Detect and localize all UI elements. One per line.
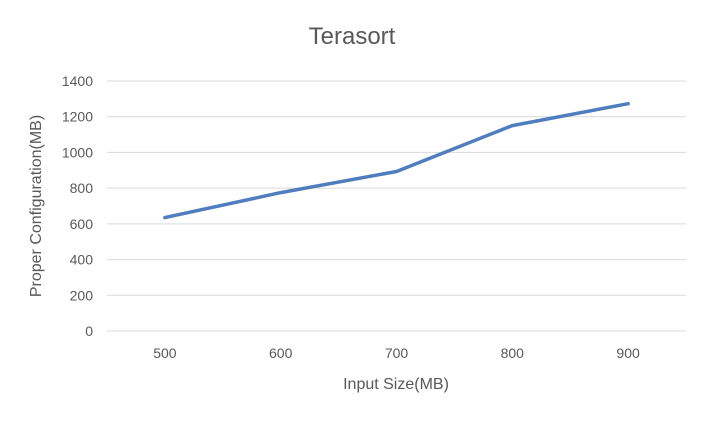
x-tick-label: 900 xyxy=(616,345,640,361)
x-tick-label: 600 xyxy=(269,345,293,361)
y-tick-label: 0 xyxy=(85,323,93,339)
x-axis-label: Input Size(MB) xyxy=(343,376,449,393)
y-tick-label: 800 xyxy=(70,180,94,196)
chart-title: Terasort xyxy=(309,23,396,50)
y-tick-label: 200 xyxy=(70,287,94,303)
data-point xyxy=(279,191,283,195)
y-tick-label: 1000 xyxy=(62,144,93,160)
y-axis-label: Proper Configuration(MB) xyxy=(28,115,45,297)
y-tick-label: 1400 xyxy=(62,73,93,89)
data-point xyxy=(163,216,167,220)
x-axis-ticks: 500 600 700 800 900 xyxy=(153,345,640,361)
series-line xyxy=(163,101,630,220)
y-axis-ticks: 0 200 400 600 800 1000 1200 1400 xyxy=(62,73,93,339)
x-tick-label: 700 xyxy=(385,345,409,361)
y-tick-label: 1200 xyxy=(62,109,93,125)
data-point xyxy=(510,124,514,128)
y-tick-label: 600 xyxy=(70,216,94,232)
x-tick-label: 500 xyxy=(153,345,177,361)
series-layer xyxy=(163,101,630,220)
gridlines xyxy=(107,80,686,332)
y-tick-label: 400 xyxy=(70,252,94,268)
data-point xyxy=(395,170,398,174)
data-point xyxy=(626,102,630,106)
x-tick-label: 800 xyxy=(501,345,525,361)
